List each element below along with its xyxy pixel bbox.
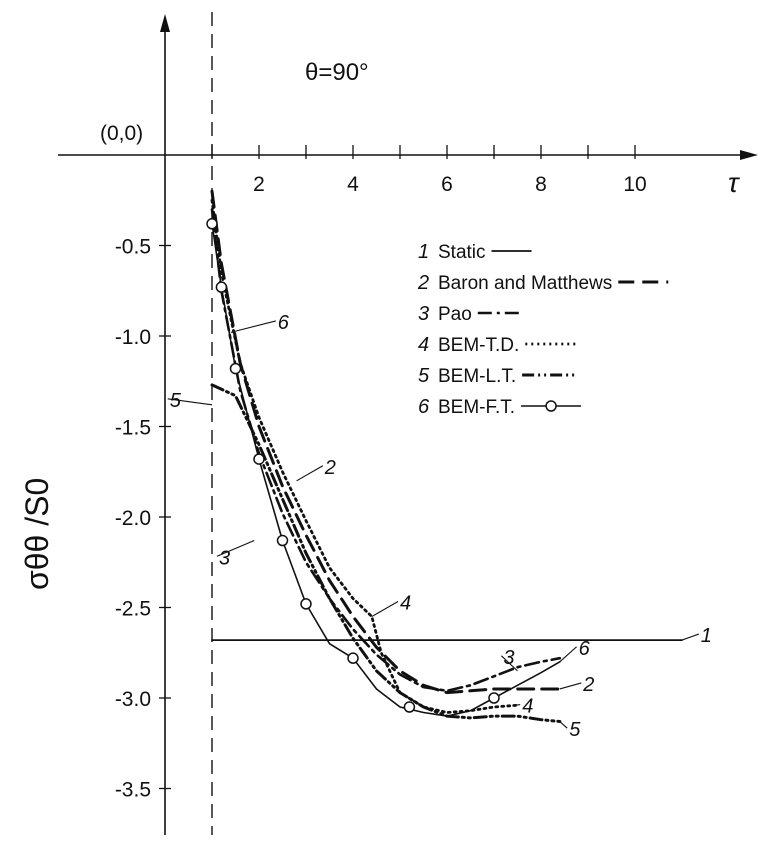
series-layer — [206, 189, 683, 723]
legend-label: BEM-T.D. — [438, 335, 519, 356]
curve-leader-5 — [559, 721, 568, 729]
x-axis-arrow — [740, 150, 758, 160]
series-marker-6 — [229, 362, 242, 375]
curve-leader-1 — [681, 633, 699, 641]
legend-number: 6 — [418, 396, 430, 418]
legend-label: Pao — [438, 304, 472, 325]
x-axis-label: τ — [728, 167, 740, 198]
curve-label-5: 5 — [569, 719, 581, 741]
series-line-4 — [210, 198, 519, 714]
y-tick-label: -1.5 — [115, 417, 151, 440]
curve-label-1: 1 — [701, 625, 712, 647]
y-tick-label: -2.0 — [115, 507, 151, 530]
curve-label-3: 3 — [503, 647, 514, 669]
curve-leader-4 — [371, 601, 399, 618]
series-marker-6 — [347, 652, 359, 664]
curve-label-4: 4 — [522, 696, 533, 718]
origin-label: (0,0) — [100, 122, 143, 145]
series-marker-6 — [488, 692, 500, 704]
y-axis-label: σθθ /S0 — [19, 478, 55, 590]
curve-label-5: 5 — [170, 390, 182, 412]
curve-leader-3 — [216, 540, 255, 557]
series-line-2 — [210, 189, 562, 695]
curve-leader-6 — [230, 320, 276, 333]
legend-number: 4 — [418, 334, 429, 356]
y-tick-label: -1.0 — [115, 326, 151, 349]
legend-label: Static — [438, 242, 486, 263]
y-tick-label: -3.0 — [115, 688, 151, 711]
curve-leader-5 — [167, 398, 213, 406]
legend-label: BEM-F.T. — [438, 397, 515, 418]
curve-label-3: 3 — [219, 547, 230, 569]
y-tick-label: -2.5 — [115, 598, 151, 621]
y-tick-label: -3.5 — [115, 779, 151, 802]
legend-number: 1 — [418, 241, 429, 263]
curve-label-6: 6 — [579, 638, 591, 660]
series-marker-6 — [215, 281, 228, 293]
series-marker-6 — [403, 701, 416, 713]
legend: 1 Static 2 Baron and Matthews 3 Pao 4 BEM-T.D. 5… — [417, 241, 669, 418]
curve-label-2: 2 — [582, 674, 594, 696]
curve-leader-6 — [559, 646, 577, 663]
series-marker-6 — [206, 218, 218, 230]
curve-leader-4 — [512, 704, 521, 706]
x-tick-label: 6 — [441, 173, 453, 196]
legend-number: 2 — [417, 272, 429, 294]
series-marker-6 — [253, 453, 265, 465]
curve-label-4: 4 — [400, 593, 411, 615]
curve-leader-3 — [501, 655, 518, 672]
y-tick-label: -0.5 — [115, 236, 151, 259]
x-tick-label: 4 — [347, 173, 359, 196]
x-tick-label: 8 — [535, 173, 547, 196]
legend-swatch-marker — [545, 400, 557, 412]
series-line-6 — [211, 223, 561, 717]
legend-label: Baron and Matthews — [438, 273, 612, 294]
legend-number: 3 — [418, 303, 429, 325]
series-line-5 — [210, 383, 562, 723]
labels-layer: 1 2 3 4 5 6 2 3 4 5 6 — [167, 312, 712, 741]
legend-number: 5 — [418, 365, 430, 387]
curve-leader-2 — [296, 465, 324, 482]
curve-label-6: 6 — [278, 312, 290, 334]
curve-label-2: 2 — [324, 457, 336, 479]
y-axis-arrow — [160, 14, 170, 32]
curve-leader-2 — [559, 682, 582, 690]
series-marker-6 — [300, 598, 312, 610]
x-tick-label: 2 — [253, 173, 265, 196]
series-marker-6 — [276, 534, 289, 547]
legend-label: BEM-L.T. — [438, 366, 516, 387]
chart-title: θ=90° — [305, 59, 369, 86]
x-tick-label: 10 — [623, 173, 646, 196]
axes: 2 4 6 8 10 -0.5 -1.0 -1.5 -2.0 -2.5 -3.0 -3.5 — [58, 12, 758, 835]
